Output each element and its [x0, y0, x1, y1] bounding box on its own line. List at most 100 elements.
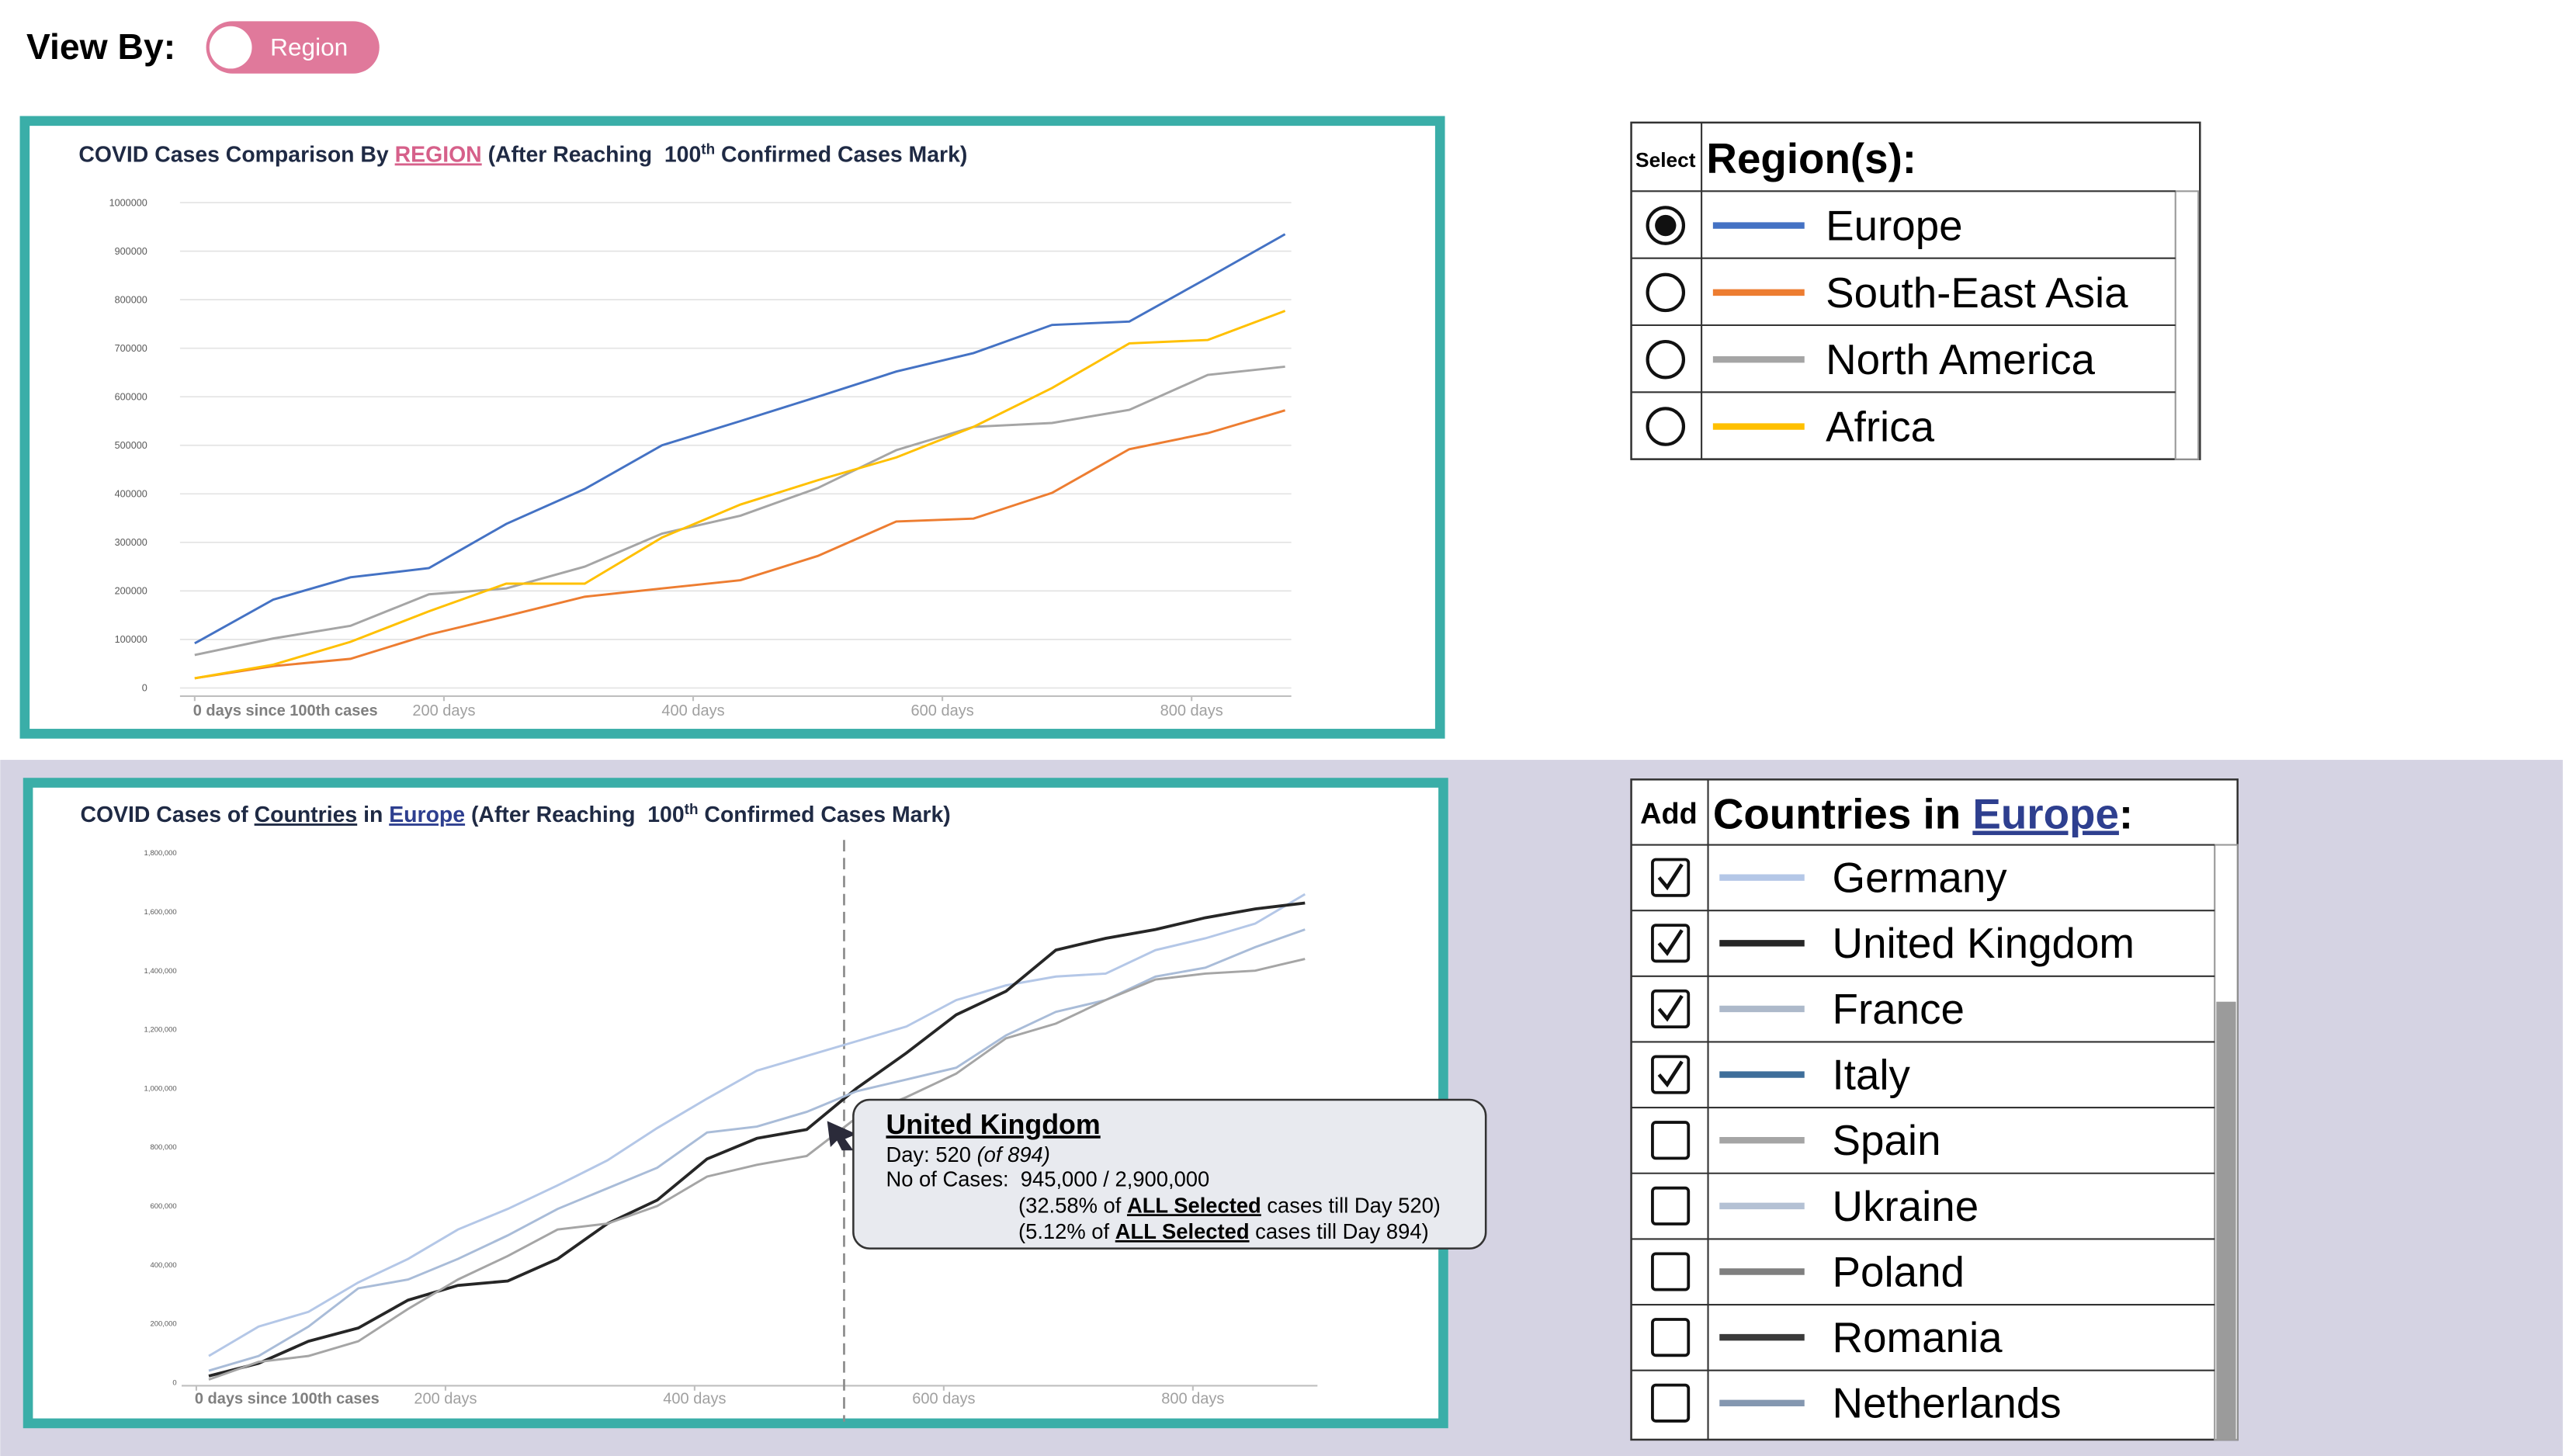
y-tick-label: 100000: [115, 634, 147, 645]
series-line: [208, 893, 1306, 1357]
title-part: (After Reaching 100: [465, 803, 685, 827]
y-tick-label: 1,600,000: [144, 908, 177, 917]
toggle-label[interactable]: Region: [270, 33, 348, 61]
x-tick-label: 400 days: [663, 1391, 726, 1408]
checkbox[interactable]: [1651, 858, 1691, 897]
check[interactable]: [1657, 1060, 1684, 1088]
series-line: [208, 958, 1306, 1381]
share-part: cases till Day 520): [1261, 1193, 1441, 1217]
title-part: Countries in: [1713, 789, 1973, 837]
country-name[interactable]: Italy: [1833, 1051, 1911, 1099]
country-name[interactable]: Germany: [1833, 854, 2008, 902]
region-name[interactable]: North America: [1826, 335, 2095, 383]
toggle-knob[interactable]: [209, 26, 252, 69]
region-name[interactable]: South-East Asia: [1826, 269, 2128, 317]
view-by-label: View By:: [26, 26, 175, 67]
radio[interactable]: [1646, 339, 1686, 380]
tooltip-pointer: [827, 1121, 857, 1151]
y-tick-label: 800000: [115, 294, 147, 305]
radio[interactable]: [1646, 272, 1686, 313]
checkbox[interactable]: [1651, 1055, 1691, 1094]
country-name[interactable]: Netherlands: [1833, 1379, 2062, 1427]
title-part: Europe: [389, 803, 465, 827]
checkbox[interactable]: [1651, 1121, 1691, 1160]
x-tick-label: 400 days: [661, 702, 724, 719]
share-part: (5.12% of: [1018, 1219, 1115, 1243]
check[interactable]: [1657, 994, 1684, 1022]
title-part: in: [357, 803, 389, 827]
share-part: cases till Day 894): [1250, 1219, 1429, 1243]
tooltip-day: Day: 520 (of 894): [886, 1142, 1049, 1167]
day: Day: 520: [886, 1142, 976, 1167]
region-title: Region(s):: [1706, 134, 1916, 182]
country-name[interactable]: Ukraine: [1833, 1182, 1979, 1230]
y-tick-label: 1000000: [109, 197, 147, 208]
x-tick-label: 200 days: [414, 1391, 477, 1408]
country-name[interactable]: Spain: [1833, 1116, 1941, 1164]
y-tick-label: 200,000: [150, 1320, 176, 1329]
check[interactable]: [1657, 863, 1684, 891]
chart-title: COVID Cases Comparison By REGION (After …: [78, 141, 967, 168]
toggle[interactable]: [206, 21, 380, 74]
y-tick-label: 300000: [115, 537, 147, 548]
title-part: th: [701, 141, 715, 158]
title-part: Europe: [1972, 789, 2119, 837]
series-line: [194, 233, 1286, 645]
title-part: Confirmed Cases Mark): [699, 803, 951, 827]
y-tick-label: 600000: [115, 391, 147, 402]
title-part: :: [2119, 789, 2133, 837]
checkbox[interactable]: [1651, 1252, 1691, 1291]
country-name[interactable]: Poland: [1833, 1247, 1965, 1295]
chart-title: COVID Cases of Countries in Europe (Afte…: [80, 802, 950, 828]
add-header: Add: [1640, 798, 1698, 830]
region-name[interactable]: Europe: [1826, 202, 1963, 250]
y-tick-label: 800,000: [150, 1143, 176, 1152]
y-tick-label: 1,000,000: [144, 1084, 177, 1093]
select-header: Select: [1635, 148, 1696, 172]
y-tick-label: 0: [142, 683, 147, 694]
title-part: REGION: [395, 142, 482, 167]
region-name[interactable]: Africa: [1826, 402, 1934, 450]
checkbox[interactable]: [1651, 1318, 1691, 1357]
checkbox[interactable]: [1651, 1186, 1691, 1225]
y-tick-label: 1,200,000: [144, 1026, 177, 1035]
day-total: (of 894): [977, 1142, 1050, 1167]
share-part: (32.58% of: [1018, 1193, 1127, 1217]
country-name[interactable]: France: [1833, 985, 1965, 1033]
x-tick-label: 800 days: [1160, 702, 1223, 719]
tooltip-cases: No of Cases: 945,000 / 2,900,000: [886, 1167, 1209, 1191]
y-tick-label: 1,400,000: [144, 967, 177, 976]
checkbox[interactable]: [1651, 1383, 1691, 1423]
country-name[interactable]: Romania: [1833, 1313, 2003, 1361]
tooltip-title: United Kingdom: [886, 1109, 1100, 1140]
tooltip-share: (32.58% of ALL Selected cases till Day 5…: [1018, 1193, 1441, 1217]
y-tick-label: 400,000: [150, 1261, 176, 1270]
y-tick-label: 500000: [115, 440, 147, 451]
check[interactable]: [1657, 929, 1684, 956]
y-tick-label: 200000: [115, 586, 147, 597]
series-line: [194, 409, 1286, 680]
x-tick-label: 600 days: [911, 702, 974, 719]
x-tick-label: 0 days since 100th cases: [195, 1391, 380, 1408]
series-line: [194, 310, 1286, 680]
title-part: COVID Cases Comparison By: [78, 142, 394, 167]
radio[interactable]: [1646, 407, 1686, 446]
scrollbar: [2174, 190, 2200, 460]
share-part: ALL Selected: [1127, 1193, 1261, 1217]
scroll-thumb[interactable]: [2216, 1001, 2236, 1440]
title-part: Countries: [255, 803, 358, 827]
series-line: [194, 365, 1285, 657]
checkbox[interactable]: [1651, 924, 1691, 963]
x-tick-label: 800 days: [1161, 1391, 1224, 1408]
title-part: (After Reaching 100: [482, 142, 702, 167]
title-part: th: [685, 802, 699, 818]
y-tick-label: 900000: [115, 246, 147, 257]
region-chart-panel: [19, 116, 1445, 739]
country-name[interactable]: United Kingdom: [1833, 919, 2135, 967]
radio-dot[interactable]: [1655, 214, 1677, 237]
y-tick-label: 0: [172, 1378, 176, 1387]
x-tick-label: 200 days: [412, 702, 475, 719]
checkbox[interactable]: [1651, 989, 1691, 1028]
